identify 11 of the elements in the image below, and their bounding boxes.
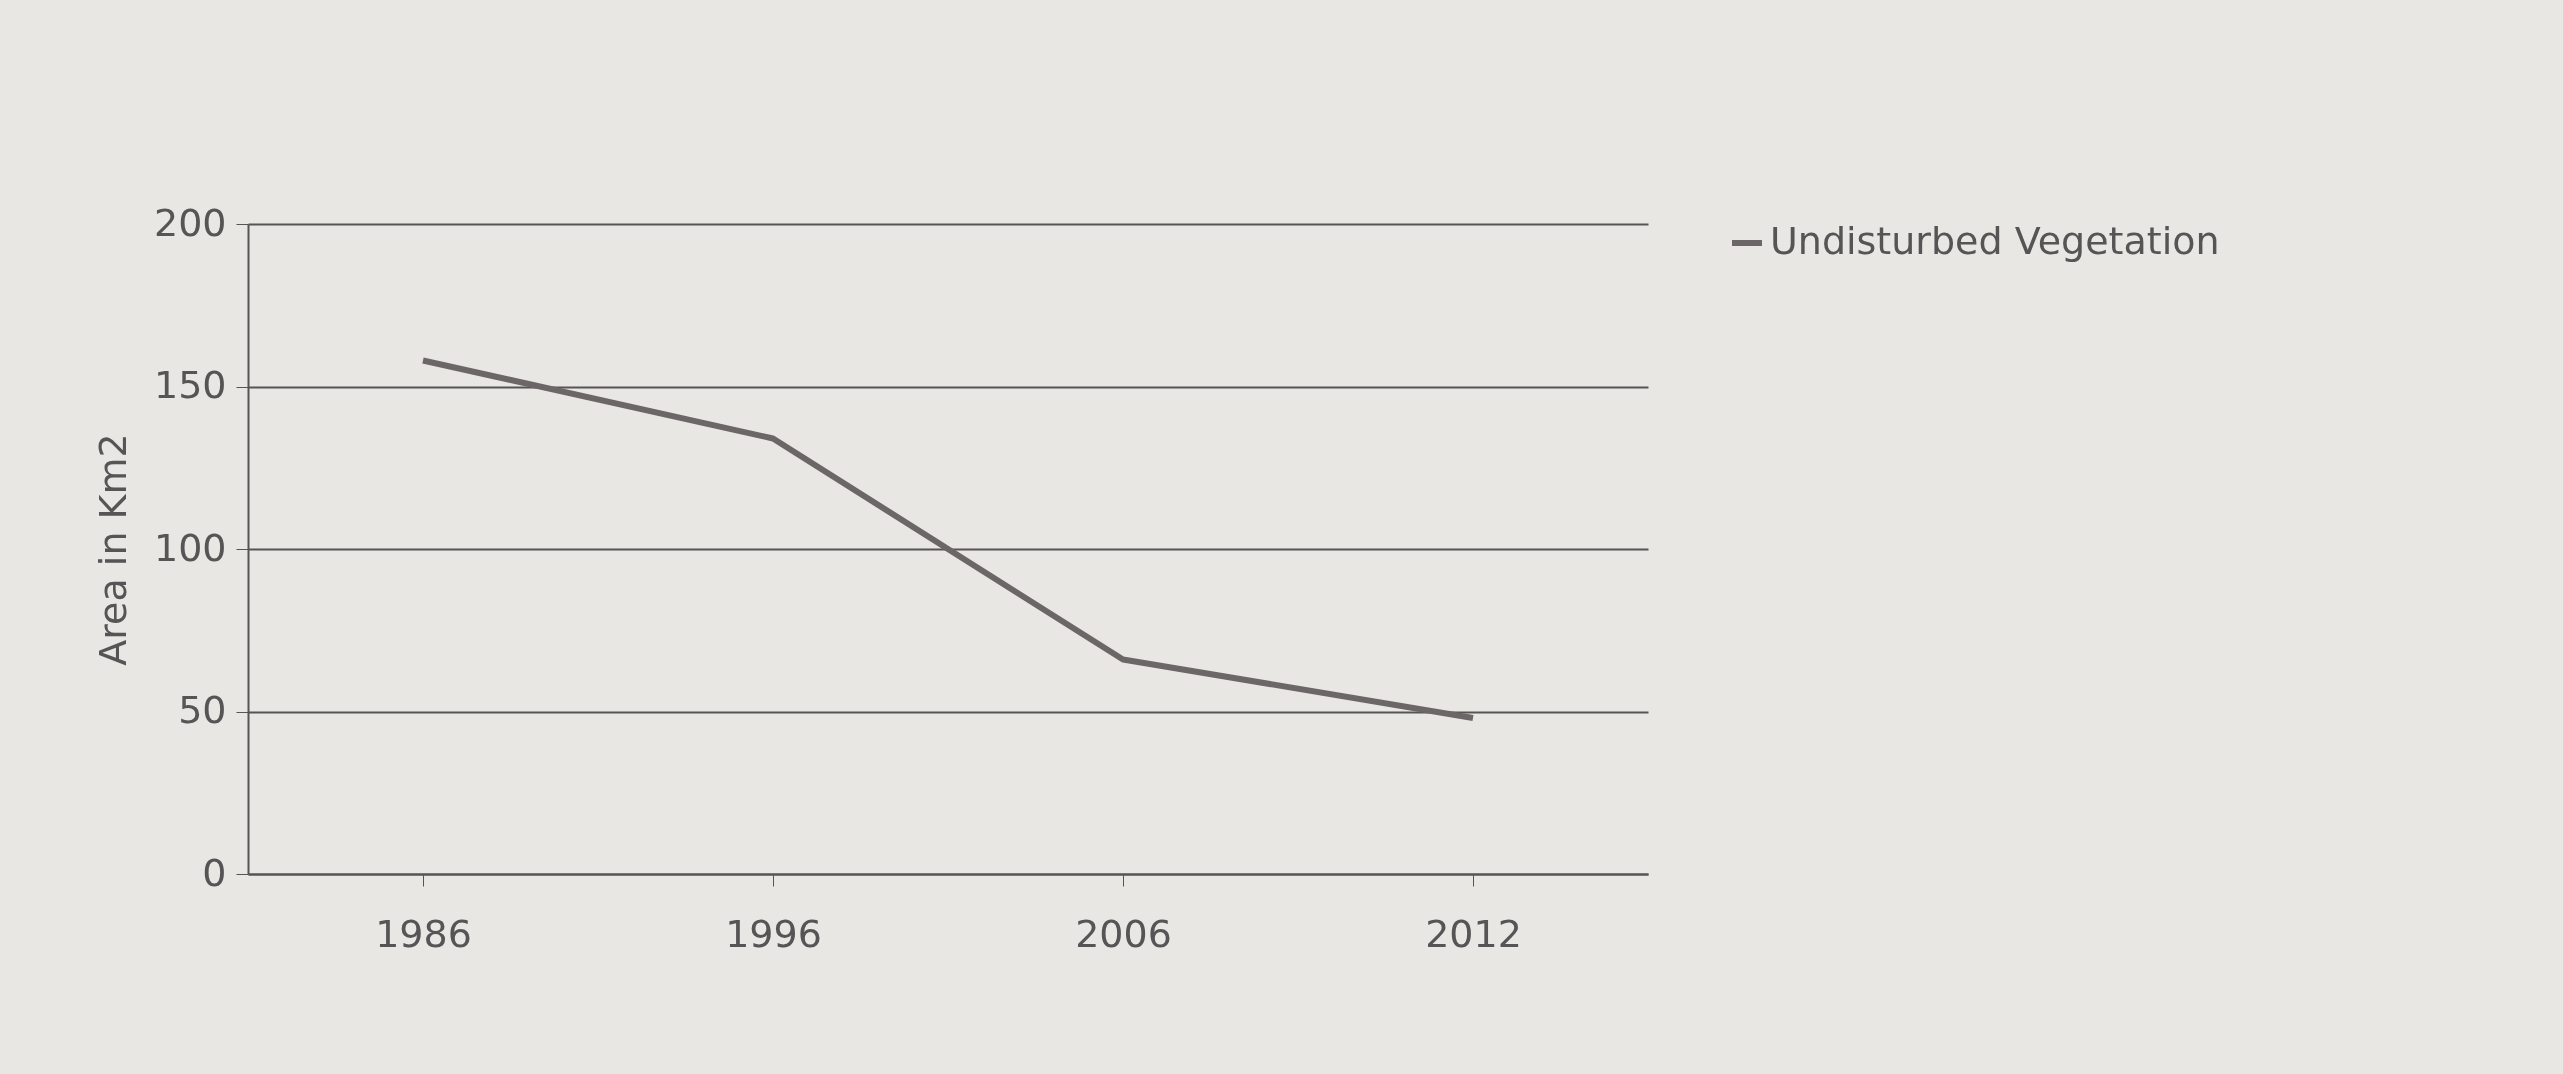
legend-label: Undisturbed Vegetation (1770, 219, 2220, 263)
x-tick-label: 1996 (725, 911, 822, 956)
x-tick-label: 1986 (375, 911, 472, 956)
x-tick-label: 2006 (1075, 911, 1172, 956)
y-tick-label: 200 (153, 200, 227, 245)
y-tick-label: 50 (178, 688, 227, 732)
y-tick-label: 0 (202, 850, 227, 895)
x-tick-label: 2012 (1425, 911, 1522, 956)
y-axis-title: Area in Km2 (90, 433, 135, 666)
y-tick-label: 100 (153, 525, 227, 570)
y-tick-label: 150 (153, 363, 227, 407)
